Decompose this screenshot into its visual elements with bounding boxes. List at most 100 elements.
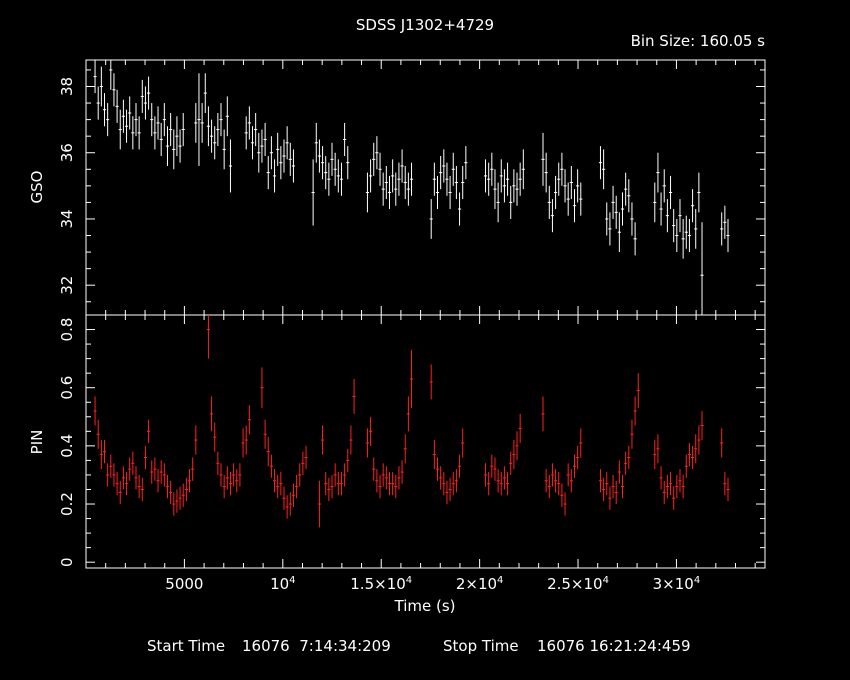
- gso-data-point: [147, 76, 151, 110]
- gso-data-point: [457, 192, 462, 226]
- pin-data-point: [445, 480, 449, 505]
- gso-data-point: [247, 106, 251, 140]
- gso-data-point: [550, 199, 555, 233]
- gso-data-point: [439, 156, 443, 190]
- pin-data-point: [400, 460, 404, 484]
- pin-data-point: [563, 492, 567, 516]
- gso-data-point: [269, 136, 273, 170]
- pin-data-point: [137, 474, 141, 499]
- gso-data-point: [464, 146, 468, 180]
- pin-data-point: [451, 472, 455, 496]
- pin-data-point: [112, 463, 116, 487]
- pin-data-point: [608, 486, 612, 510]
- gso-data-point: [656, 152, 660, 193]
- gso-data-point: [569, 165, 573, 200]
- gso-data-point: [213, 126, 217, 160]
- x-axis-label: Time (s): [394, 597, 456, 615]
- pin-data-point: [627, 445, 631, 470]
- gso-data-point: [720, 212, 724, 246]
- gso-data-point: [518, 162, 522, 196]
- pin-data-point: [461, 428, 465, 458]
- pin-data-point: [298, 463, 302, 487]
- pin-data-point: [150, 460, 154, 484]
- pin-data-point: [213, 422, 217, 452]
- pin-data-point: [365, 428, 370, 458]
- gso-data-point: [630, 202, 634, 236]
- gso-data-point: [93, 60, 97, 94]
- pin-data-point: [121, 466, 125, 490]
- pin-data-point: [502, 466, 506, 490]
- gso-data-point: [115, 89, 119, 123]
- gso-ytick-label: 34: [58, 209, 76, 228]
- pin-data-point: [378, 474, 382, 499]
- gso-data-point: [598, 146, 603, 180]
- gso-data-point: [605, 202, 609, 236]
- pin-data-point: [684, 454, 688, 478]
- gso-data-point: [150, 103, 154, 137]
- time-range-footer: Start Time 16076 7:14:34:209 Stop Time 1…: [147, 637, 691, 655]
- pin-ytick-label: 0: [58, 557, 76, 567]
- pin-data-point: [624, 451, 628, 475]
- pin-data-point: [554, 469, 558, 493]
- pin-data-point: [247, 405, 251, 435]
- gso-data-point: [228, 139, 233, 193]
- gso-data-point: [659, 192, 663, 226]
- gso-data-point: [509, 185, 513, 219]
- gso-data-point: [254, 112, 258, 147]
- pin-data-point: [397, 466, 401, 490]
- gso-data-point: [276, 132, 280, 166]
- gso-data-point: [624, 172, 628, 206]
- gso-data-point: [282, 139, 286, 173]
- pin-data-point: [346, 448, 350, 473]
- gso-data-point: [432, 162, 436, 196]
- pin-data-point: [109, 454, 113, 478]
- pin-data-point: [490, 454, 494, 478]
- pin-data-point: [228, 472, 233, 496]
- gso-data-point: [487, 162, 491, 196]
- gso-data-point: [678, 199, 682, 233]
- pin-data-point: [678, 469, 682, 493]
- xtick-label: 3×104: [653, 575, 701, 593]
- gso-data-point: [216, 112, 220, 147]
- pin-data-point: [118, 480, 122, 505]
- pin-data-point: [209, 396, 214, 432]
- gso-data-point: [541, 132, 545, 186]
- gso-data-point: [317, 139, 321, 173]
- gso-data-point: [448, 175, 452, 210]
- gso-data-point: [314, 122, 318, 163]
- gso-data-point: [285, 126, 289, 160]
- gso-data-point: [197, 73, 201, 166]
- gso-data-point: [194, 103, 198, 143]
- gso-data-point: [665, 199, 669, 233]
- pin-data-point: [162, 463, 166, 487]
- start-time-value: 16076 7:14:34:209: [242, 637, 391, 655]
- gso-data-point: [576, 169, 580, 203]
- pin-data-point: [381, 463, 385, 487]
- gso-data-point: [203, 73, 207, 113]
- pin-data-point: [499, 472, 503, 496]
- gso-data-point: [394, 172, 398, 206]
- xtick-label: 5000: [165, 575, 203, 593]
- pin-data-point: [178, 486, 182, 510]
- pin-data-point: [134, 466, 138, 490]
- gso-data-point: [181, 112, 185, 147]
- gso-data-point: [512, 169, 516, 203]
- pin-data-point: [128, 457, 132, 481]
- gso-data-point: [250, 126, 255, 160]
- pin-data-point: [723, 472, 727, 496]
- gso-data-point: [209, 119, 214, 153]
- gso-data-point: [496, 182, 500, 223]
- gso-data-point: [330, 142, 334, 176]
- pin-data-point: [140, 477, 144, 502]
- chart-title: SDSS J1302+4729: [356, 16, 494, 34]
- gso-data-point: [391, 159, 395, 193]
- pin-data-point: [614, 480, 618, 505]
- gso-data-point: [99, 66, 103, 107]
- gso-data-point: [131, 116, 135, 150]
- pin-data-point: [384, 466, 388, 490]
- gso-ytick-label: 38: [58, 77, 76, 96]
- gso-data-point: [96, 86, 100, 120]
- gso-data-point: [339, 162, 344, 196]
- pin-axis-label: PIN: [28, 430, 46, 455]
- pin-data-point: [659, 466, 663, 490]
